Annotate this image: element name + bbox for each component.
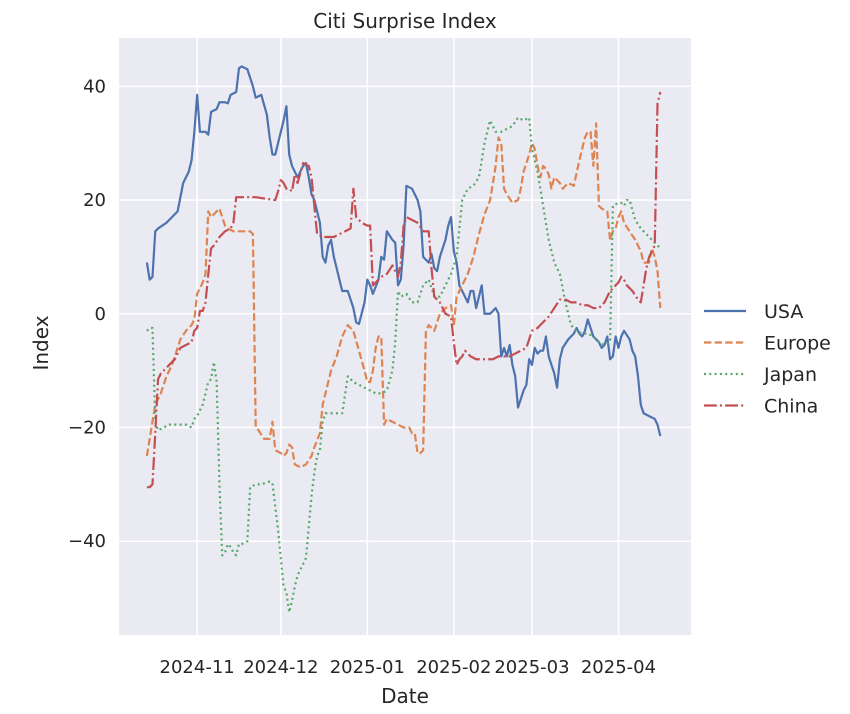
- x-axis-title: Date: [381, 684, 429, 708]
- y-tick-label: −20: [68, 417, 106, 438]
- y-tick-label: 40: [83, 76, 106, 97]
- x-tick-label: 2024-12: [243, 657, 318, 678]
- grid: [119, 38, 691, 635]
- y-tick-label: 20: [83, 190, 106, 211]
- y-axis-title: Index: [29, 315, 53, 370]
- x-tick-label: 2025-01: [330, 657, 405, 678]
- series-line-europe: [145, 122, 662, 469]
- series-line-china: [146, 91, 662, 489]
- y-tick-label: 0: [95, 304, 106, 325]
- series-line-usa: [145, 65, 662, 437]
- legend-label-usa: USA: [764, 301, 803, 323]
- x-tick-label: 2025-03: [494, 657, 569, 678]
- x-tick-label: 2024-11: [160, 657, 235, 678]
- legend-label-europe: Europe: [764, 333, 831, 355]
- legend-label-china: China: [764, 396, 818, 418]
- x-tick-labels: 2024-11 2024-12 2025-01 2025-02 2025-03 2025-…: [160, 657, 657, 678]
- y-tick-label: −40: [68, 531, 106, 552]
- series-lines: [145, 65, 662, 614]
- x-tick-label: 2025-04: [581, 657, 656, 678]
- x-tick-label: 2025-02: [416, 657, 491, 678]
- plot-background: [119, 38, 691, 635]
- y-tick-labels: 40 20 0 −20 −40: [68, 76, 106, 552]
- legend-label-japan: Japan: [763, 364, 817, 386]
- series-line-japan: [146, 116, 662, 614]
- legend: USA Europe Japan China: [704, 301, 831, 418]
- chart-title: Citi Surprise Index: [313, 9, 497, 33]
